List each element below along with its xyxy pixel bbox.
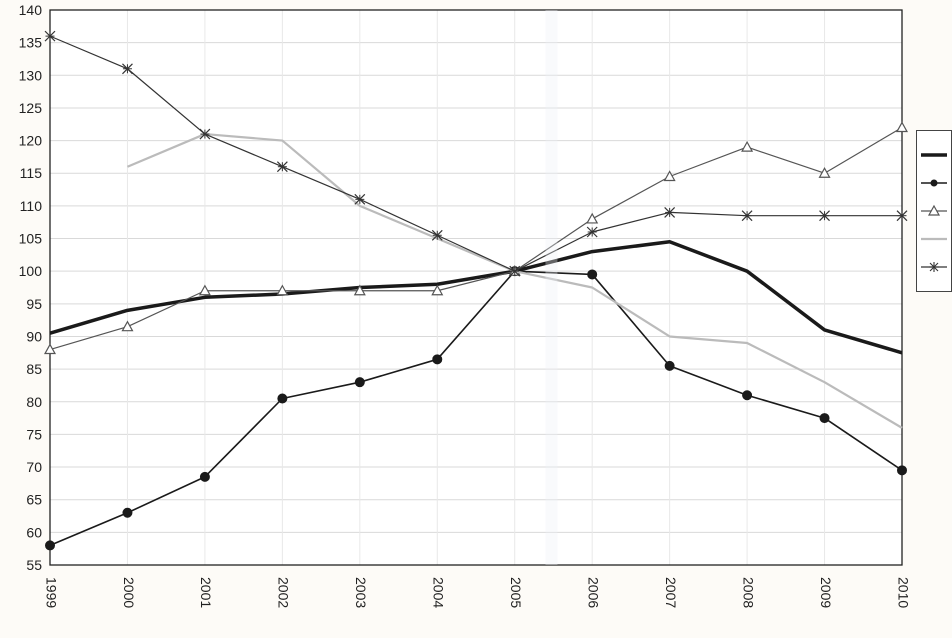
y-tick-label: 100 [19,263,43,279]
x-tick-label: 2003 [353,577,369,608]
legend-row-series-a-thick [921,141,951,169]
y-tick-label: 130 [19,67,43,83]
y-tick-label: 110 [20,198,43,214]
y-tick-label: 60 [26,524,42,540]
x-tick-label: 2007 [663,577,679,608]
y-tick-label: 120 [19,133,43,149]
y-tick-label: 140 [19,2,43,18]
y-tick-label: 90 [26,328,42,344]
y-tick-label: 80 [26,394,42,410]
y-tick-label: 85 [26,361,42,377]
x-tick-label: 2006 [585,577,601,608]
y-tick-label: 65 [26,492,42,508]
y-tick-label: 105 [19,231,43,247]
y-tick-label: 125 [19,100,43,116]
x-tick-label: 2002 [276,577,292,608]
legend-cropped [916,130,952,292]
x-tick-label: 2008 [740,577,756,608]
x-tick-label: 2010 [895,577,911,608]
y-tick-label: 135 [19,35,43,51]
y-tick-label: 70 [26,459,42,475]
line-chart: 55 60 65 70 75 80 85 90 95 100 105 110 115 120 125 130 1… [0,0,952,638]
x-tick-label: 1999 [43,577,59,608]
y-tick-label: 55 [26,557,42,573]
x-tick-label: 2009 [818,577,834,608]
legend-row-series-d-light [921,225,951,253]
x-tick-label: 2005 [508,577,524,608]
x-tick-label: 2000 [121,577,137,608]
y-tick-label: 115 [20,165,43,181]
legend-row-series-e-cross [921,253,951,281]
y-tick-label: 95 [26,296,42,312]
legend-row-series-c-triangle [921,197,951,225]
x-tick-label: 2001 [198,577,214,608]
x-tick-label: 2004 [431,577,447,608]
chart-svg: 55 60 65 70 75 80 85 90 95 100 105 110 115 120 125 130 1… [0,0,952,638]
y-tick-label: 75 [26,426,42,442]
legend-row-series-b-dot [921,169,951,197]
